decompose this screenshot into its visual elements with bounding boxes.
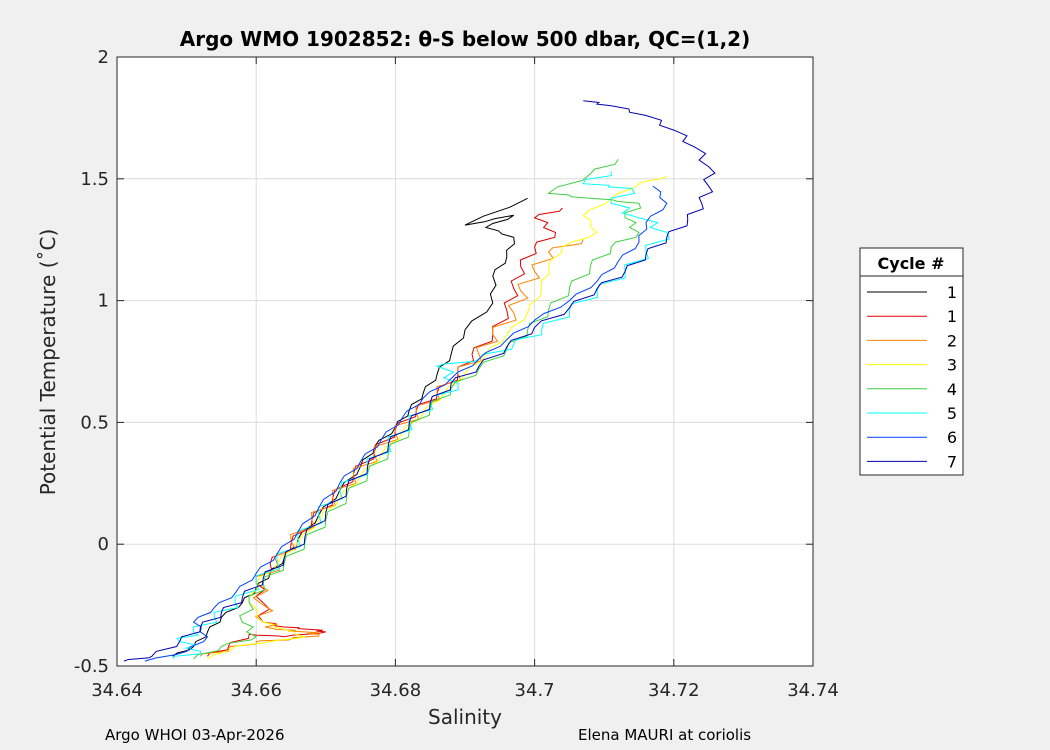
footer-left: Argo WHOI 03-Apr-2026 bbox=[105, 726, 285, 744]
y-axis-label: Potential Temperature (˚C) bbox=[36, 229, 60, 496]
y-tick-label: 0 bbox=[98, 534, 109, 555]
plot-frame bbox=[116, 56, 814, 667]
y-tick-label: -0.5 bbox=[74, 656, 109, 677]
legend-label: 5 bbox=[947, 404, 957, 423]
x-tick-label: 34.74 bbox=[787, 680, 839, 701]
legend-entries: 1 1 2 3 4 5 6 7 bbox=[867, 283, 957, 471]
y-tick-label: 1 bbox=[98, 291, 109, 312]
series-line-cycle-7 bbox=[123, 100, 716, 662]
legend-label: 2 bbox=[947, 331, 957, 350]
x-axis-label: Salinity bbox=[428, 705, 502, 729]
legend-label: 4 bbox=[947, 380, 957, 399]
series-line-cycle-5 bbox=[172, 171, 670, 660]
legend-label: 3 bbox=[947, 356, 957, 375]
x-tick-labels: 34.64 34.66 34.68 34.7 34.72 34.74 bbox=[91, 680, 839, 701]
legend-title: Cycle # bbox=[878, 254, 945, 273]
footer-right: Elena MAURI at coriolis bbox=[578, 726, 752, 744]
legend-label: 7 bbox=[947, 452, 957, 471]
series-layer bbox=[123, 100, 716, 662]
y-tick-labels: -0.5 0 0.5 1 1.5 2 bbox=[74, 47, 109, 677]
legend: Cycle # 1 1 2 3 4 5 6 7 bbox=[859, 247, 964, 476]
plot-area bbox=[117, 57, 813, 666]
series-line-cycle-6 bbox=[144, 185, 668, 662]
series-line-cycle-4 bbox=[193, 159, 642, 660]
legend-label: 6 bbox=[947, 428, 957, 447]
x-tick-label: 34.7 bbox=[515, 680, 555, 701]
y-tick-label: 1.5 bbox=[80, 169, 109, 190]
legend-label: 1 bbox=[947, 283, 957, 302]
x-tick-label: 34.64 bbox=[91, 680, 143, 701]
x-tick-label: 34.66 bbox=[230, 680, 282, 701]
series-line-cycle-2 bbox=[200, 239, 584, 657]
x-tick-label: 34.72 bbox=[648, 680, 700, 701]
ticks bbox=[116, 56, 814, 667]
legend-label: 1 bbox=[947, 307, 957, 326]
x-tick-label: 34.68 bbox=[370, 680, 422, 701]
y-tick-label: 0.5 bbox=[80, 412, 109, 433]
y-tick-label: 2 bbox=[98, 47, 109, 68]
chart-title: Argo WMO 1902852: θ-S below 500 dbar, QC… bbox=[180, 27, 750, 51]
